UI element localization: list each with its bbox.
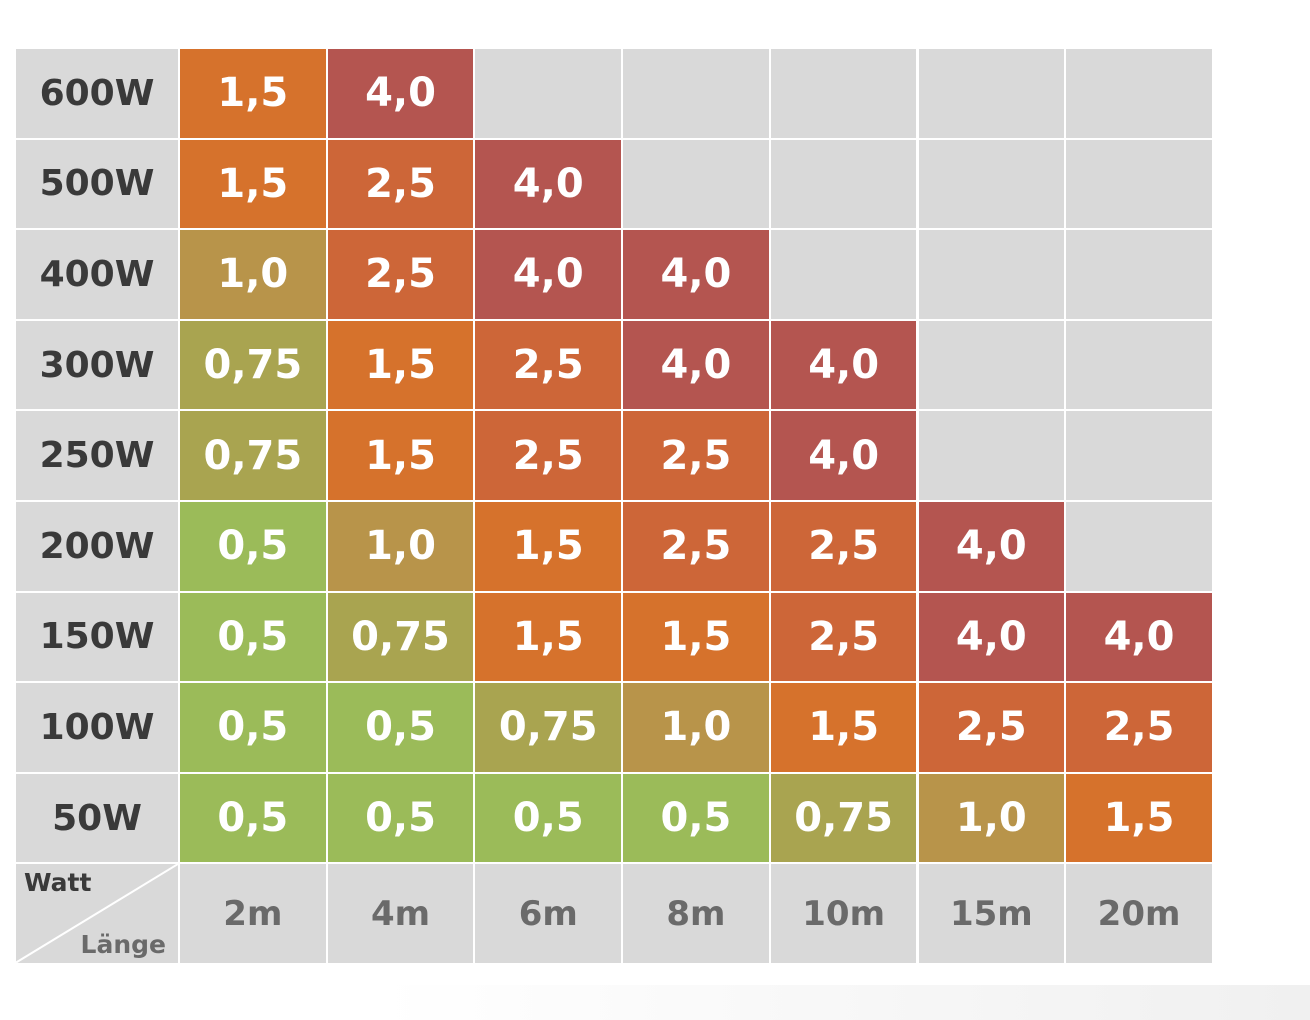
- value-cell: 0,5: [180, 592, 326, 682]
- empty-cell: [1066, 230, 1212, 319]
- value-cell: 2,5: [327, 139, 474, 229]
- value-cell: 4,0: [770, 411, 917, 500]
- row-label-watt: 150W: [16, 592, 178, 682]
- corner-header: Watt Länge: [16, 864, 178, 963]
- value-cell: 0,75: [770, 773, 917, 863]
- empty-cell: [1066, 502, 1212, 591]
- row-label-watt: 500W: [16, 139, 178, 229]
- empty-cell: [623, 49, 769, 138]
- corner-laenge-label: Länge: [80, 929, 166, 959]
- value-cell: 0,5: [623, 773, 769, 863]
- empty-cell: [1066, 411, 1212, 500]
- value-cell: 4,0: [475, 230, 622, 319]
- value-cell: 1,5: [475, 592, 622, 682]
- value-cell: 1,5: [180, 139, 326, 229]
- value-cell: 4,0: [918, 502, 1065, 591]
- cable-cross-section-table: 600W 1,5 4,0 500W 1,5 2,5 4,0 400W 1,0 2,5 4,0 4,0 3…: [16, 49, 1214, 965]
- empty-cell: [770, 139, 917, 229]
- value-cell: 1,5: [327, 320, 474, 410]
- value-cell: 4,0: [623, 320, 769, 410]
- column-label-length: 6m: [475, 864, 622, 963]
- value-cell: 1,0: [918, 773, 1065, 863]
- value-cell: 0,5: [180, 683, 326, 772]
- column-label-length: 15m: [918, 864, 1065, 963]
- row-label-watt: 300W: [16, 320, 178, 410]
- value-cell: 2,5: [770, 592, 917, 682]
- row-label-watt: 250W: [16, 411, 178, 500]
- column-label-length: 10m: [770, 864, 917, 963]
- column-label-length: 4m: [327, 864, 474, 963]
- value-cell: 2,5: [623, 411, 769, 500]
- value-cell: 0,5: [327, 773, 474, 863]
- value-cell: 4,0: [475, 139, 622, 229]
- corner-diagonal: [16, 864, 178, 963]
- value-cell: 0,5: [180, 773, 326, 863]
- value-cell: 4,0: [1066, 592, 1212, 682]
- bottom-shade: [380, 985, 1310, 1020]
- value-cell: 1,5: [180, 49, 326, 138]
- column-label-length: 2m: [180, 864, 326, 963]
- empty-cell: [1066, 49, 1212, 138]
- value-cell: 1,5: [327, 411, 474, 500]
- value-cell: 1,5: [475, 502, 622, 591]
- column-label-length: 20m: [1066, 864, 1212, 963]
- value-cell: 2,5: [475, 320, 622, 410]
- value-cell: 0,75: [475, 683, 622, 772]
- value-cell: 0,75: [327, 592, 474, 682]
- empty-cell: [770, 230, 917, 319]
- row-label-watt: 200W: [16, 502, 178, 591]
- value-cell: 1,0: [327, 502, 474, 591]
- value-cell: 0,5: [327, 683, 474, 772]
- value-cell: 2,5: [475, 411, 622, 500]
- empty-cell: [918, 230, 1065, 319]
- value-cell: 2,5: [918, 683, 1065, 772]
- row-label-watt: 400W: [16, 230, 178, 319]
- value-cell: 0,75: [180, 320, 326, 410]
- diagonal-line: [16, 864, 178, 963]
- value-cell: 2,5: [327, 230, 474, 319]
- empty-cell: [918, 49, 1065, 138]
- value-cell: 1,0: [623, 683, 769, 772]
- value-cell: 4,0: [623, 230, 769, 319]
- value-cell: 4,0: [770, 320, 917, 410]
- row-label-watt: 50W: [16, 773, 178, 863]
- corner-watt-label: Watt: [24, 868, 92, 898]
- empty-cell: [623, 139, 769, 229]
- value-cell: 2,5: [623, 502, 769, 591]
- value-cell: 2,5: [1066, 683, 1212, 772]
- empty-cell: [918, 411, 1065, 500]
- empty-cell: [918, 139, 1065, 229]
- empty-cell: [770, 49, 917, 138]
- empty-cell: [918, 320, 1065, 410]
- empty-cell: [475, 49, 622, 138]
- row-label-watt: 100W: [16, 683, 178, 772]
- value-cell: 1,5: [623, 592, 769, 682]
- value-cell: 2,5: [770, 502, 917, 591]
- value-cell: 1,0: [180, 230, 326, 319]
- value-cell: 0,75: [180, 411, 326, 500]
- value-cell: 4,0: [918, 592, 1065, 682]
- row-label-watt: 600W: [16, 49, 178, 138]
- value-cell: 1,5: [770, 683, 917, 772]
- value-cell: 4,0: [327, 49, 474, 138]
- empty-cell: [1066, 320, 1212, 410]
- value-cell: 0,5: [180, 502, 326, 591]
- value-cell: 0,5: [475, 773, 622, 863]
- value-cell: 1,5: [1066, 773, 1212, 863]
- column-label-length: 8m: [623, 864, 769, 963]
- empty-cell: [1066, 139, 1212, 229]
